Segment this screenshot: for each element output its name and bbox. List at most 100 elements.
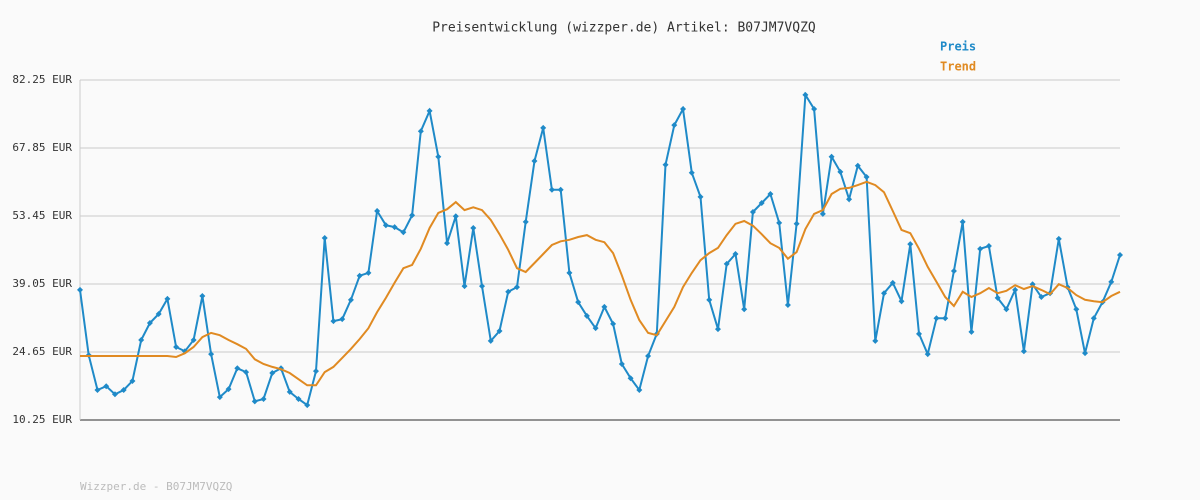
point	[409, 212, 416, 219]
point	[548, 186, 555, 193]
point	[1117, 251, 1123, 258]
point	[583, 312, 590, 319]
point	[618, 361, 625, 368]
point	[907, 241, 914, 248]
point	[382, 222, 389, 229]
point	[435, 153, 442, 160]
point	[522, 218, 529, 225]
point	[680, 106, 687, 113]
point	[662, 161, 669, 168]
point	[767, 191, 774, 198]
point	[243, 369, 250, 376]
point	[1038, 293, 1045, 300]
point	[269, 370, 276, 377]
point	[837, 168, 844, 175]
point	[898, 298, 905, 305]
legend-label: Trend	[940, 60, 976, 74]
point	[312, 368, 319, 375]
point	[77, 286, 83, 293]
point	[575, 299, 582, 306]
y-tick-label: 82.25 EUR	[12, 73, 72, 86]
point	[1020, 348, 1027, 355]
point	[671, 122, 678, 129]
point	[749, 208, 756, 215]
point	[706, 296, 713, 303]
point	[645, 353, 652, 360]
point	[225, 386, 232, 393]
point	[120, 387, 127, 394]
point	[688, 169, 695, 176]
footer: Wizzper.de - B07JM7VQZQ	[80, 480, 232, 493]
point	[1108, 278, 1115, 285]
line-preis	[79, 91, 1121, 407]
point	[103, 383, 110, 390]
point	[540, 124, 547, 131]
y-tick-label: 39.05 EUR	[12, 277, 72, 290]
point	[286, 388, 293, 395]
point	[802, 91, 809, 98]
point	[1003, 306, 1010, 313]
point	[216, 394, 223, 401]
point	[950, 268, 957, 275]
point	[985, 242, 992, 249]
point	[889, 279, 896, 286]
point	[793, 220, 800, 227]
point	[863, 174, 870, 181]
point	[592, 325, 599, 332]
point	[854, 162, 861, 169]
point	[374, 208, 381, 215]
point	[208, 351, 215, 358]
point	[994, 294, 1001, 301]
point	[758, 200, 765, 207]
point	[723, 260, 730, 267]
point	[400, 229, 407, 236]
point	[784, 302, 791, 309]
point	[260, 395, 267, 402]
point	[129, 378, 136, 385]
point	[776, 219, 783, 226]
point	[444, 240, 451, 247]
point	[138, 336, 145, 343]
point	[732, 251, 739, 258]
point	[356, 272, 363, 279]
point	[1090, 315, 1097, 322]
point	[915, 330, 922, 337]
point	[942, 315, 949, 322]
point	[365, 269, 372, 276]
point	[1073, 306, 1080, 313]
point	[321, 234, 328, 241]
point	[959, 218, 966, 225]
point	[391, 224, 398, 231]
point	[636, 387, 643, 394]
point	[479, 283, 486, 290]
point	[819, 210, 826, 217]
point	[557, 186, 564, 193]
point	[470, 225, 477, 232]
point	[347, 296, 354, 303]
point	[173, 344, 180, 351]
point	[295, 395, 302, 402]
line-trend	[80, 180, 1121, 387]
point	[94, 387, 101, 394]
point	[741, 306, 748, 313]
point	[881, 290, 888, 297]
point	[461, 283, 468, 290]
point	[811, 106, 818, 113]
point	[304, 402, 311, 409]
point	[330, 318, 337, 325]
point	[566, 269, 573, 276]
point	[610, 320, 617, 327]
point	[828, 153, 835, 160]
point	[697, 193, 704, 200]
point	[496, 327, 503, 334]
point	[190, 336, 197, 343]
point	[968, 328, 975, 335]
y-tick-label: 53.45 EUR	[12, 209, 72, 222]
point	[513, 284, 520, 291]
point	[977, 245, 984, 252]
chart-title: Preisentwicklung (wizzper.de) Artikel: B…	[432, 21, 816, 36]
point	[164, 295, 171, 302]
